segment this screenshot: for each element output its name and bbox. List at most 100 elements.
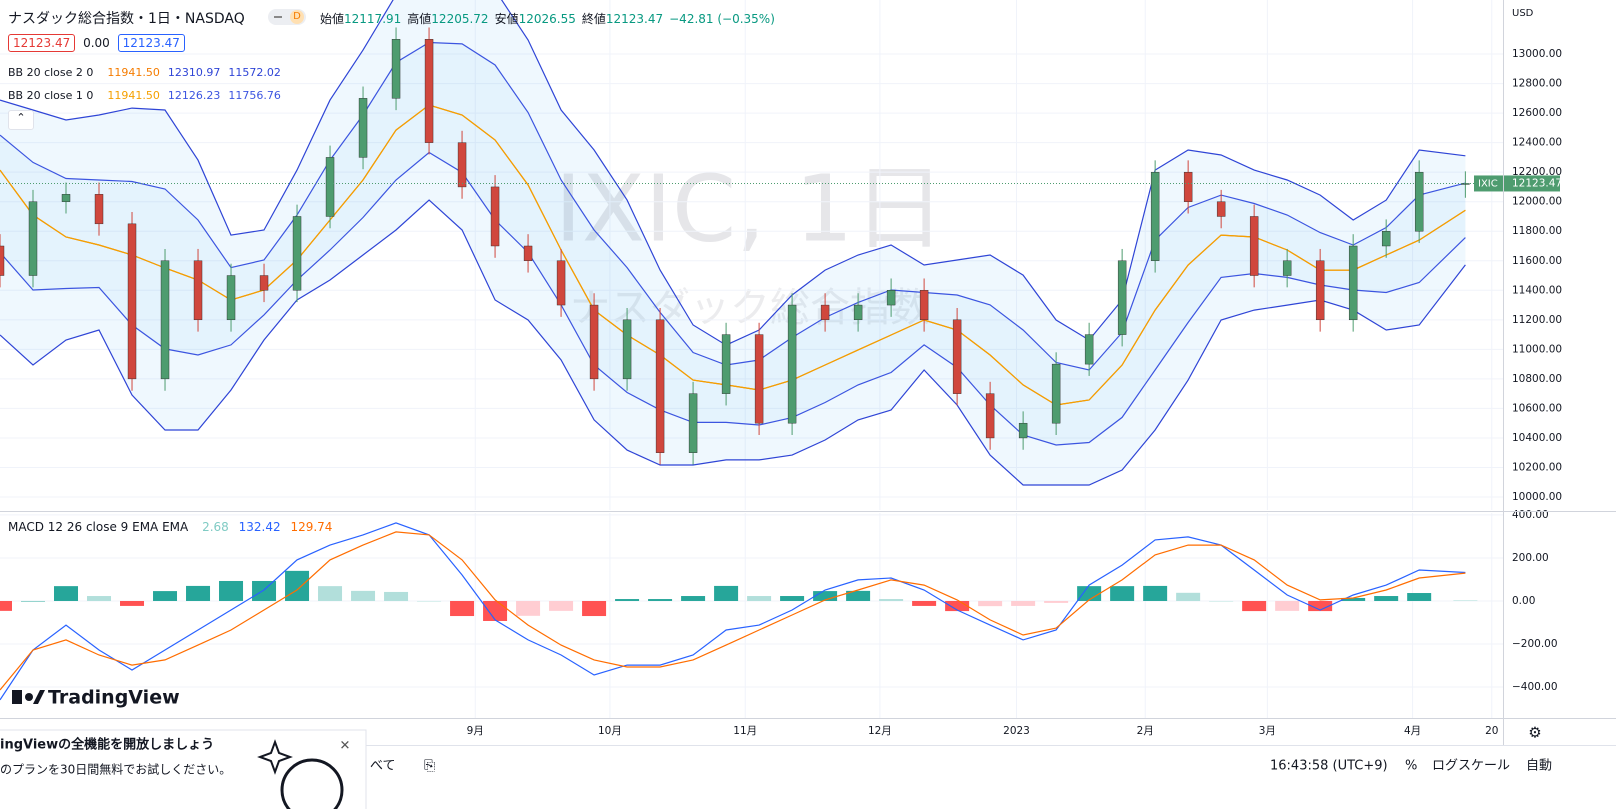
ohlc-label: 終値 <box>581 12 606 26</box>
candle-body <box>556 260 566 306</box>
histogram-bar <box>714 585 739 601</box>
ask-box[interactable]: 12123.47 <box>117 34 185 52</box>
histogram-bar <box>879 599 904 601</box>
candle-body <box>1249 216 1259 276</box>
candle-body <box>1282 260 1292 276</box>
indicator-value: 11572.02 <box>228 66 281 79</box>
y-tick-label: 12200.00 <box>1512 166 1562 178</box>
indicator-row[interactable]: BB 20 close 2 0 11941.50 12310.97 11572.02 <box>8 66 289 79</box>
macd-value: 132.42 <box>238 520 281 534</box>
logo-text: TradingView <box>48 687 180 709</box>
candle-body <box>127 223 137 380</box>
candle-body <box>325 157 335 217</box>
histogram-bar <box>21 600 46 602</box>
collapse-button[interactable]: ⌃ <box>8 110 34 130</box>
symbol-title[interactable]: ナスダック総合指数・1日・NASDAQ <box>8 11 245 27</box>
histogram-bar <box>252 580 277 601</box>
histogram-bar <box>1341 597 1366 601</box>
y-tick-label: 10400.00 <box>1512 432 1562 444</box>
candle-body <box>490 186 500 247</box>
x-tick-label: 11月 <box>733 725 757 737</box>
ohlc-value: 12123.47 <box>605 12 664 26</box>
interval-badge: D <box>290 10 304 24</box>
histogram-bar <box>813 591 838 601</box>
candle-body <box>28 201 38 276</box>
y-tick-label: 11400.00 <box>1512 284 1562 296</box>
candle-body <box>589 304 599 380</box>
candle-body <box>919 290 929 321</box>
candle-body <box>160 260 170 380</box>
y-tick-label: 13000.00 <box>1512 48 1562 60</box>
histogram-bar <box>1077 586 1102 601</box>
candle-body <box>457 142 467 188</box>
x-tick-label: 3月 <box>1259 725 1276 737</box>
histogram-bar <box>1209 600 1234 602</box>
ohlc-value: 12117.91 <box>344 12 402 26</box>
candle-body <box>193 260 203 321</box>
settings-icon[interactable]: ⚙ <box>1528 724 1541 742</box>
spread: 0.00 <box>83 36 110 50</box>
histogram-bar <box>1242 600 1267 612</box>
signal-value: 129.74 <box>290 520 333 534</box>
indicator-name: BB 20 close 2 0 <box>8 66 94 79</box>
y-tick-label: 11800.00 <box>1512 225 1562 237</box>
x-tick-label: 2月 <box>1137 725 1154 737</box>
indicator-row[interactable]: BB 20 close 1 0 11941.50 12126.23 11756.76 <box>8 89 289 102</box>
candle-body <box>1414 171 1424 232</box>
candle-body <box>61 194 71 202</box>
price-tag-bg <box>1504 175 1560 192</box>
price-tag: 12123.47 <box>1512 177 1562 189</box>
auto-button[interactable]: 自動 <box>1526 759 1552 774</box>
histogram-bar <box>54 586 79 601</box>
y-tick-label: −200.00 <box>1512 638 1558 650</box>
candle-body <box>523 245 533 261</box>
histogram-bar <box>1275 600 1300 611</box>
x-tick-label: 9月 <box>467 725 484 737</box>
candle-body <box>721 334 731 394</box>
histogram-bar <box>978 600 1003 607</box>
ohlc-value: 12205.72 <box>431 12 489 26</box>
candle-body <box>0 245 5 276</box>
macd-title: MACD 12 26 close 9 EMA EMA <box>8 520 189 534</box>
y-tick-label: 12800.00 <box>1512 78 1562 90</box>
x-tick-label: 4月 <box>1404 725 1421 737</box>
histogram-bar <box>780 596 805 601</box>
histogram-bar <box>417 600 442 602</box>
replay-icon[interactable]: ⎘ <box>424 758 435 774</box>
candle-body <box>622 319 632 380</box>
promo-title: ingViewの全機能を開放しましょう <box>0 737 214 753</box>
histogram-bar <box>186 585 211 601</box>
candle-body <box>391 39 401 99</box>
log-scale-button[interactable]: ログスケール <box>1432 759 1510 774</box>
candle-body <box>292 216 302 291</box>
percent-button[interactable]: % <box>1405 759 1417 774</box>
candle-body <box>1051 363 1061 424</box>
badge[interactable]: D <box>268 9 306 25</box>
tab-text[interactable]: べて <box>370 759 395 774</box>
y-tick-label: 10800.00 <box>1512 373 1562 385</box>
candle-body <box>985 393 995 439</box>
ohlc-row: 始値12117.91 高値12205.72 安値12026.55 終値12123.47… <box>320 10 775 27</box>
currency[interactable]: USD <box>1512 8 1534 19</box>
clock: 16:43:58 (UTC+9) <box>1270 759 1388 774</box>
bid-box[interactable]: 12123.47 <box>8 34 76 52</box>
close-button[interactable]: ✕ <box>340 739 351 754</box>
price-boxes: 12123.47 0.00 12123.47 <box>8 34 185 52</box>
candle-body <box>1348 245 1358 321</box>
histogram-bar <box>681 596 706 601</box>
y-tick-label: −400.00 <box>1512 681 1558 693</box>
y-tick-label: 11600.00 <box>1512 255 1562 267</box>
candle-body <box>1117 260 1127 335</box>
candle-body <box>1150 171 1160 261</box>
histogram-bar <box>912 600 937 606</box>
histogram-bar <box>648 599 673 601</box>
band-line <box>0 199 1466 486</box>
candle-body <box>358 98 368 158</box>
candle-body <box>688 393 698 453</box>
x-tick-label: 12月 <box>868 725 892 737</box>
candle-body <box>952 319 962 394</box>
histogram-bar <box>285 570 310 601</box>
candle-body <box>787 304 797 424</box>
indicator-value: 11941.50 <box>107 66 160 79</box>
